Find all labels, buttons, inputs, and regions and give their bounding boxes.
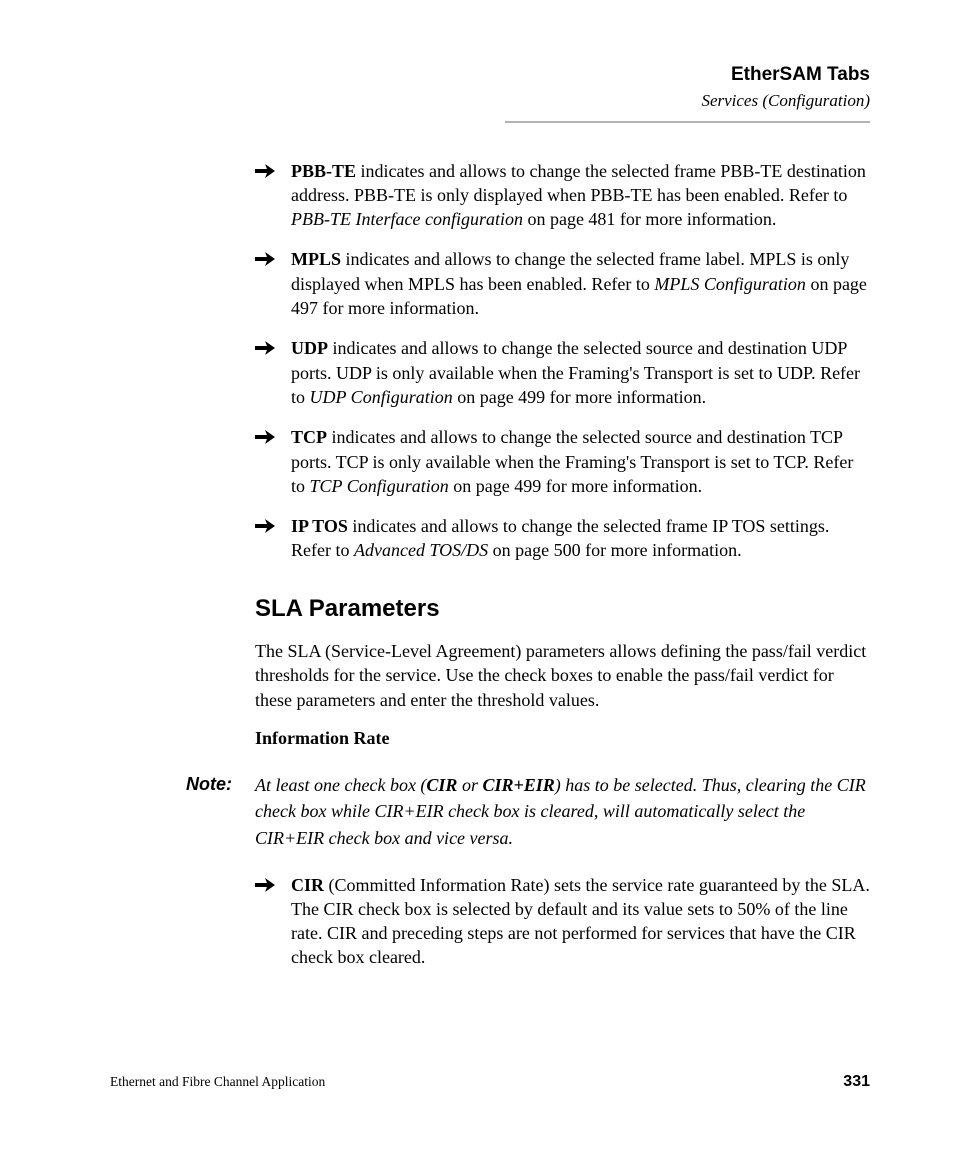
section-intro: The SLA (Service-Level Agreement) parame… [255, 639, 870, 712]
term: UDP [291, 338, 328, 358]
item-text: on page 499 for more information. [453, 387, 706, 407]
note-label: Note: [186, 772, 255, 796]
cir-list: CIR (Committed Information Rate) sets th… [255, 873, 870, 970]
arrow-icon [255, 427, 275, 443]
arrow-icon [255, 161, 275, 177]
arrow-icon [255, 516, 275, 532]
term: TCP [291, 427, 327, 447]
footer-title: Ethernet and Fibre Channel Application [110, 1073, 325, 1091]
arrow-icon [255, 875, 275, 891]
header-subtitle: Services (Configuration) [505, 90, 870, 113]
note-term: CIR+EIR [482, 775, 554, 795]
arrow-icon [255, 338, 275, 354]
page: EtherSAM Tabs Services (Configuration) P… [0, 0, 954, 1159]
reference: MPLS Configuration [654, 274, 806, 294]
note-text: or [457, 775, 482, 795]
list-item: PBB-TE indicates and allows to change th… [255, 159, 870, 232]
list-item: IP TOS indicates and allows to change th… [255, 514, 870, 563]
header-rule [505, 121, 870, 123]
term: IP TOS [291, 516, 348, 536]
item-text: indicates and allows to change the selec… [291, 161, 866, 205]
reference: TCP Configuration [310, 476, 449, 496]
reference: Advanced TOS/DS [354, 540, 488, 560]
running-header: EtherSAM Tabs Services (Configuration) [505, 62, 870, 113]
note-term: CIR [426, 775, 457, 795]
section-heading: SLA Parameters [255, 593, 870, 625]
arrow-icon [255, 249, 275, 265]
list-item: UDP indicates and allows to change the s… [255, 336, 870, 409]
page-footer: Ethernet and Fibre Channel Application 3… [110, 1071, 870, 1093]
body-content: CIR (Committed Information Rate) sets th… [255, 873, 870, 970]
feature-list: PBB-TE indicates and allows to change th… [255, 159, 870, 563]
note-block: Note: At least one check box (CIR or CIR… [186, 772, 870, 850]
item-text: on page 499 for more information. [449, 476, 702, 496]
term: MPLS [291, 249, 341, 269]
list-item: CIR (Committed Information Rate) sets th… [255, 873, 870, 970]
reference: UDP Configuration [310, 387, 453, 407]
item-text: (Committed Information Rate) sets the se… [291, 875, 870, 968]
note-text: At least one check box ( [255, 775, 426, 795]
item-text: on page 481 for more information. [523, 209, 776, 229]
reference: PBB-TE Interface configuration [291, 209, 523, 229]
term: PBB-TE [291, 161, 356, 181]
body-content: PBB-TE indicates and allows to change th… [255, 159, 870, 751]
term: CIR [291, 875, 324, 895]
list-item: TCP indicates and allows to change the s… [255, 425, 870, 498]
header-title: EtherSAM Tabs [505, 62, 870, 88]
sub-heading: Information Rate [255, 726, 870, 750]
note-body: At least one check box (CIR or CIR+EIR) … [255, 772, 870, 850]
list-item: MPLS indicates and allows to change the … [255, 247, 870, 320]
page-number: 331 [843, 1071, 870, 1093]
item-text: on page 500 for more information. [488, 540, 741, 560]
